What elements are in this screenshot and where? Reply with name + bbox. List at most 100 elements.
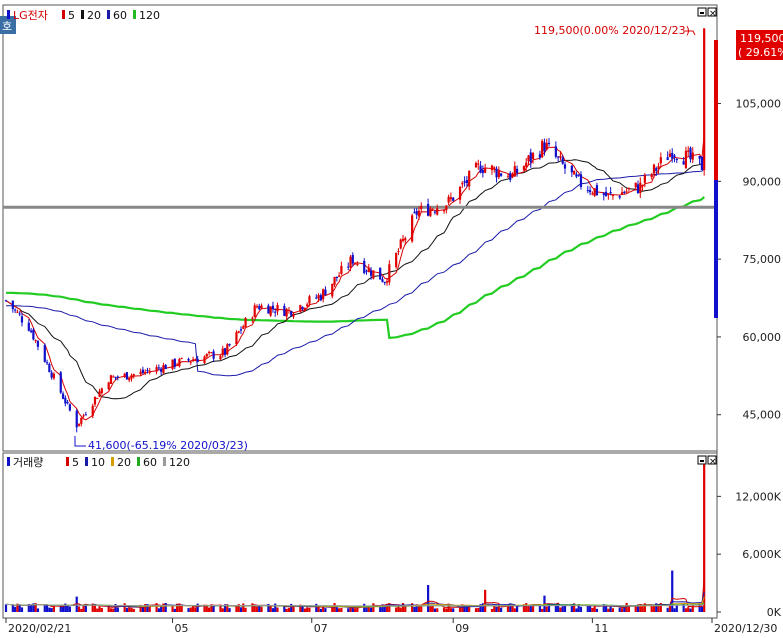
volume-bar [411, 603, 414, 612]
volume-bar [399, 607, 402, 612]
candle-body [575, 174, 578, 177]
candle-body [114, 376, 117, 378]
volume-bar [611, 608, 615, 612]
candle-body [93, 396, 97, 405]
close-button[interactable] [707, 7, 717, 17]
range-bar-up [714, 40, 718, 180]
candle-body [477, 163, 480, 165]
volume-bar [561, 606, 564, 612]
candle-body [91, 405, 94, 417]
volume-bar [187, 608, 190, 612]
volume-bar [18, 604, 21, 612]
volume-bar [436, 608, 439, 612]
volume-moving-averages [5, 577, 705, 609]
volume-bar [132, 608, 135, 612]
candle-body [627, 187, 630, 189]
candle-body [178, 359, 181, 367]
candle-body [363, 260, 366, 274]
date-tick-label: 07 [314, 622, 328, 635]
volume-bar [228, 608, 231, 612]
volume-bar [335, 607, 338, 612]
candle-body [203, 356, 206, 364]
volume-bar [356, 607, 359, 612]
volume-bar [388, 603, 391, 612]
candle-body [235, 332, 238, 345]
candle-body [223, 348, 227, 355]
volume-bar [91, 603, 94, 612]
candle-body [308, 296, 311, 304]
volume-legend: 거래량 5 10 20 60 120 [7, 456, 190, 469]
candle-body [207, 351, 211, 353]
volume-bar [221, 608, 224, 612]
candle-body [292, 314, 295, 317]
price-pane-controls[interactable]: × [697, 7, 717, 19]
volume-bar [157, 608, 160, 612]
candle-body [461, 183, 464, 185]
candle-body [20, 316, 24, 323]
candle-body [515, 168, 519, 174]
volume-bar [515, 606, 519, 612]
volume-bar [363, 603, 366, 612]
volume-bar [84, 604, 87, 612]
candle-body [317, 295, 320, 299]
candle-body [636, 184, 640, 194]
candle-body [379, 267, 382, 280]
volume-bar [16, 603, 19, 612]
volume-bar [100, 608, 103, 612]
candle-body [148, 371, 151, 373]
candle-body [84, 414, 87, 416]
volume-bar [274, 603, 277, 612]
candle-body [634, 182, 637, 188]
candles [4, 28, 706, 433]
candle-body [429, 208, 432, 217]
candle-body [306, 304, 309, 307]
candle-body [315, 297, 318, 299]
candle-body [543, 142, 546, 152]
legend-label: 5 [72, 456, 79, 469]
volume-bar [495, 606, 498, 612]
candle-body [194, 359, 197, 362]
volume-bar [287, 607, 291, 612]
volume-bar [511, 606, 514, 612]
volume-ma-line [5, 603, 705, 607]
volume-bar [207, 607, 211, 612]
candle-body [607, 193, 610, 195]
candle-body [509, 173, 512, 180]
candle-body [700, 156, 703, 171]
close-button[interactable] [707, 455, 717, 465]
candle-body [591, 193, 594, 195]
volume-bar [269, 605, 272, 612]
volume-bar [657, 604, 660, 612]
candle-body [144, 371, 147, 373]
volume-bar [497, 605, 500, 612]
corner-badge[interactable] [0, 16, 16, 34]
volume-bar [671, 570, 674, 612]
candle-body [45, 362, 49, 364]
volume-bar [484, 589, 487, 612]
volume-bar [527, 605, 530, 612]
candle-body [468, 170, 471, 187]
candle-body [687, 150, 690, 152]
candle-body [643, 175, 646, 183]
volume-bar [595, 608, 599, 612]
candle-body [4, 300, 8, 302]
candle-body [66, 402, 69, 404]
volume-bar [308, 607, 311, 612]
volume-bar [123, 603, 126, 612]
volume-bar [500, 607, 503, 612]
corner-badge-label: 호 [2, 20, 12, 33]
candle-body [547, 142, 551, 144]
price-legend: LG전자 5 20 60 120 [7, 9, 160, 22]
volume-bar [75, 596, 78, 612]
candle-body [417, 210, 421, 217]
volume-bar [331, 605, 334, 612]
candle-body [511, 173, 514, 178]
candle-body [586, 190, 589, 192]
volume-bar [385, 603, 389, 612]
volume-bar [48, 607, 51, 612]
volume-bar [139, 604, 142, 612]
volume-pane-controls[interactable]: × [697, 455, 717, 467]
low-annotation: 41,600(-65.19% 2020/03/23) [88, 439, 248, 452]
candle-body [493, 167, 496, 170]
